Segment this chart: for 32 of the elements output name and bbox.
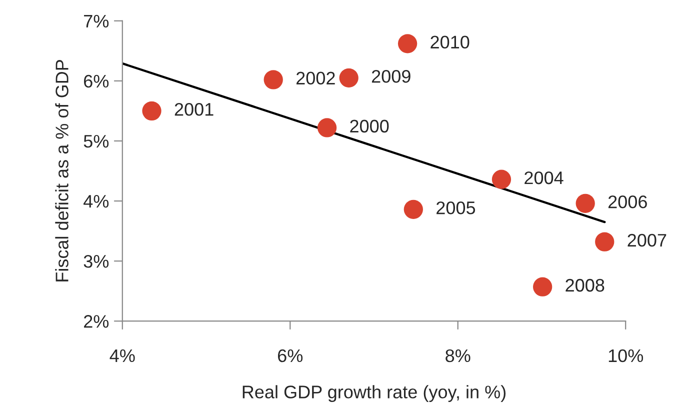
annotation: 2001 [174, 102, 214, 116]
point [339, 68, 358, 88]
annotation: 2008 [566, 278, 604, 292]
point [404, 200, 423, 219]
x-tick-label: 4% [110, 349, 135, 362]
x-axis-title: Real GDP growth rate (yoy, in %) [242, 385, 506, 402]
annotation: 2004 [524, 171, 564, 184]
y-tick-label: 2% [84, 315, 109, 328]
annotation: 2002 [296, 72, 335, 85]
point [576, 194, 595, 213]
point [398, 34, 418, 54]
point [142, 101, 162, 120]
annotation: 2005 [436, 201, 476, 214]
y-tick-label: 7% [84, 14, 109, 28]
x-tick-label: 6% [278, 349, 303, 362]
x-tick-label: 10% [608, 349, 644, 362]
x-tick-label: 8% [446, 349, 470, 362]
y-tick-label: 5% [84, 134, 109, 148]
point [317, 118, 337, 138]
y-tick-label: 6% [84, 74, 109, 88]
y-axis-title: Fiscal deficit as a % of GDP [55, 60, 68, 282]
annotation: 2007 [628, 234, 666, 247]
annotation: 2000 [350, 120, 389, 133]
annotation: 2006 [608, 195, 647, 208]
annotation: 2009 [372, 70, 410, 83]
point [492, 170, 512, 189]
annotation: 2010 [430, 36, 470, 49]
point [533, 277, 552, 296]
point [264, 70, 283, 90]
y-tick-label: 4% [84, 195, 109, 208]
point [595, 232, 614, 252]
y-tick-label: 3% [84, 254, 109, 268]
